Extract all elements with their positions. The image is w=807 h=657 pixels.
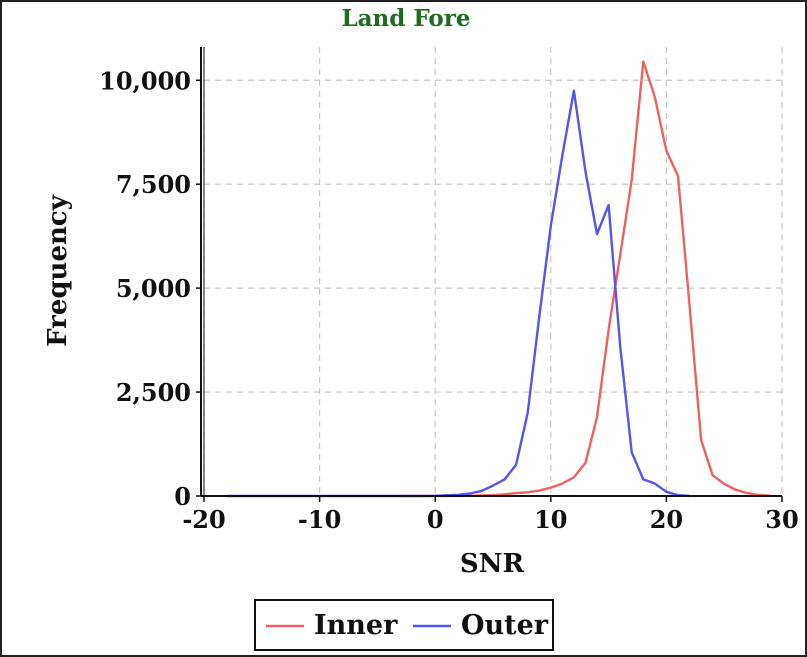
y-axis-label: Frequency <box>43 194 73 347</box>
chart-title: Land Fore <box>341 5 470 32</box>
legend-label-outer: Outer <box>461 610 549 641</box>
legend: Inner Outer <box>254 599 554 651</box>
x-tick-label: -20 <box>182 505 225 534</box>
y-axis-ticks: 0 2,500 5,000 7,500 10,000 <box>99 66 201 511</box>
x-tick-label: 0 <box>427 505 444 534</box>
series-layer <box>227 60 771 498</box>
x-tick-label: 20 <box>650 505 683 534</box>
legend-label-inner: Inner <box>314 610 398 641</box>
legend-box <box>254 599 554 651</box>
x-tick-label: 10 <box>534 505 567 534</box>
y-tick-label: 7,500 <box>116 170 191 199</box>
y-tick-label: 2,500 <box>116 378 191 407</box>
series-line-inner <box>400 60 771 498</box>
y-tick-label: 5,000 <box>116 274 191 303</box>
axes <box>200 47 782 497</box>
x-axis-ticks: -20 -10 0 10 20 30 <box>182 496 799 534</box>
x-tick-label: 30 <box>765 505 798 534</box>
grid <box>203 47 783 496</box>
x-tick-label: -10 <box>298 505 341 534</box>
series-line-outer <box>227 89 690 498</box>
x-axis-label: SNR <box>460 549 525 579</box>
y-tick-label: 10,000 <box>99 66 191 95</box>
y-tick-label: 0 <box>174 482 191 511</box>
